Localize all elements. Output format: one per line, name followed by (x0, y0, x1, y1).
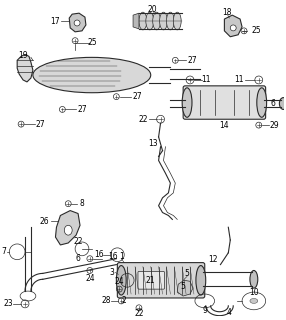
Text: 11: 11 (234, 76, 244, 84)
Polygon shape (69, 13, 86, 32)
Ellipse shape (166, 12, 174, 30)
Text: 25: 25 (88, 38, 98, 47)
Text: 9: 9 (202, 306, 207, 315)
Text: 24: 24 (85, 274, 95, 283)
Text: 16: 16 (109, 252, 118, 261)
Text: 20: 20 (148, 5, 158, 14)
Text: 12: 12 (208, 255, 217, 264)
Text: 22: 22 (134, 309, 144, 318)
Polygon shape (177, 280, 193, 296)
Ellipse shape (250, 270, 258, 288)
Ellipse shape (173, 12, 181, 30)
Text: 13: 13 (148, 139, 158, 148)
Ellipse shape (74, 20, 80, 26)
Text: 27: 27 (132, 92, 142, 101)
Polygon shape (55, 211, 80, 245)
Text: 27: 27 (77, 105, 87, 114)
Text: 24: 24 (114, 277, 124, 286)
Text: 22: 22 (138, 115, 148, 124)
Polygon shape (17, 54, 33, 82)
Ellipse shape (230, 25, 236, 31)
Text: 3: 3 (109, 268, 114, 277)
Text: 7: 7 (1, 247, 6, 256)
Text: 19: 19 (18, 51, 28, 60)
Ellipse shape (153, 12, 160, 30)
Text: 17: 17 (51, 17, 60, 26)
Ellipse shape (250, 299, 258, 303)
Ellipse shape (146, 12, 154, 30)
Text: 6: 6 (76, 254, 80, 263)
Text: 14: 14 (220, 121, 229, 130)
Text: 16: 16 (94, 250, 104, 259)
Text: 6: 6 (270, 99, 275, 108)
Ellipse shape (33, 57, 151, 93)
Text: 18: 18 (223, 8, 232, 17)
Text: 5: 5 (181, 282, 186, 291)
Text: 28: 28 (102, 296, 111, 305)
FancyBboxPatch shape (138, 271, 164, 289)
Text: 29: 29 (270, 121, 279, 130)
Ellipse shape (139, 12, 147, 30)
Ellipse shape (182, 88, 192, 117)
Text: 10: 10 (249, 288, 259, 297)
Text: 23: 23 (3, 300, 13, 308)
Text: 25: 25 (251, 26, 261, 35)
Text: 21: 21 (146, 276, 156, 285)
Text: 27: 27 (187, 56, 197, 65)
Polygon shape (225, 15, 242, 37)
Ellipse shape (160, 12, 167, 30)
Text: 8: 8 (80, 199, 84, 208)
Text: 4: 4 (227, 308, 232, 317)
FancyBboxPatch shape (117, 263, 205, 298)
Ellipse shape (116, 266, 126, 295)
Ellipse shape (196, 266, 206, 295)
Text: 1: 1 (119, 252, 124, 261)
Ellipse shape (257, 88, 267, 117)
Ellipse shape (279, 98, 286, 109)
Text: 2: 2 (122, 296, 127, 305)
Text: 27: 27 (36, 120, 45, 129)
Polygon shape (133, 13, 139, 29)
Text: 11: 11 (201, 76, 210, 84)
Text: 5: 5 (185, 269, 190, 278)
FancyBboxPatch shape (183, 86, 266, 119)
Text: 22: 22 (73, 237, 83, 246)
Text: 26: 26 (40, 217, 49, 226)
Ellipse shape (64, 225, 72, 235)
